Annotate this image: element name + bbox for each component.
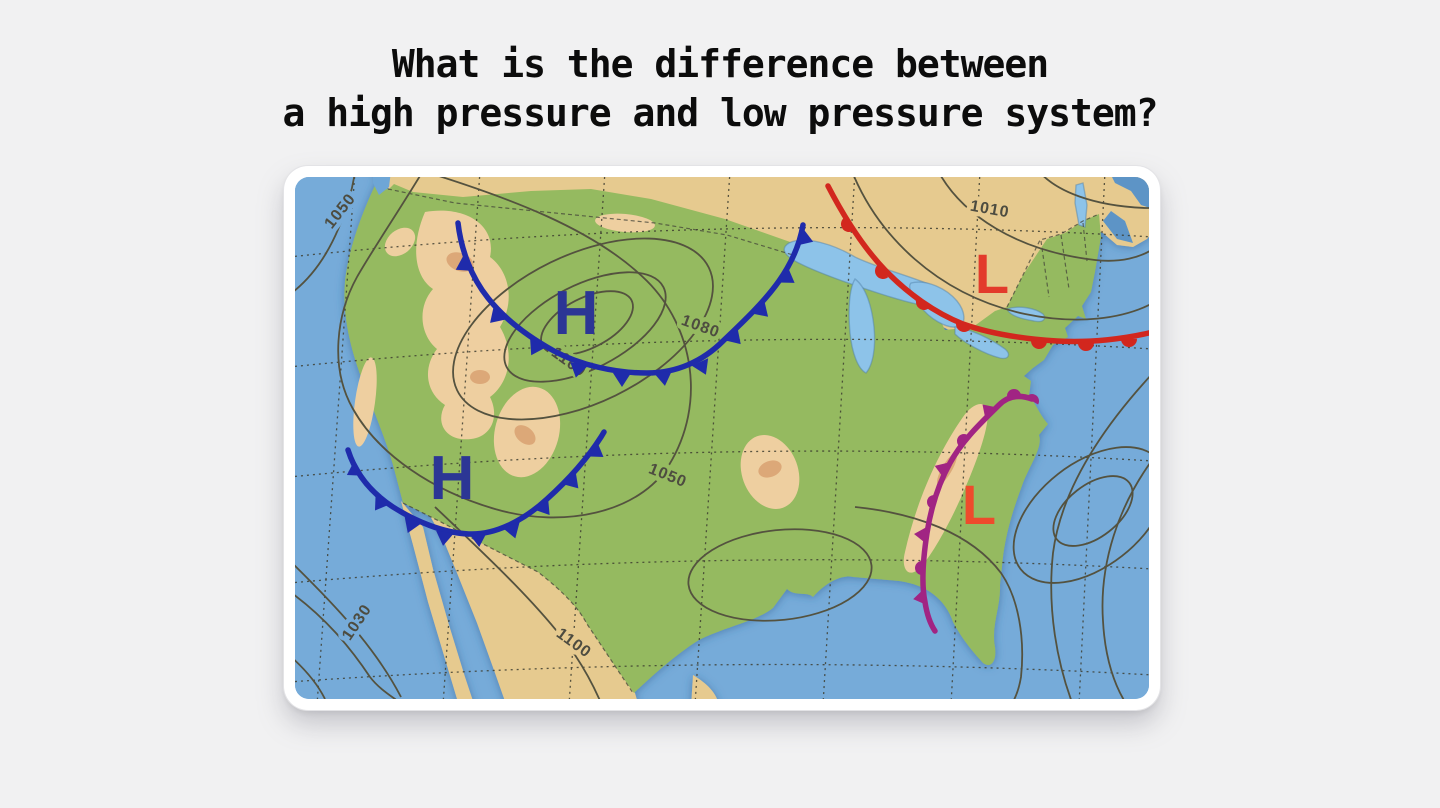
page-title: What is the difference between a high pr… — [0, 40, 1440, 138]
occluded-front — [913, 389, 1039, 634]
occluded-front-symbols — [913, 389, 1039, 605]
land-baja — [401, 501, 473, 699]
low-pressure-symbol-northeast: L — [975, 242, 1009, 305]
high-pressure-symbol-southwest: H — [430, 444, 475, 513]
warm-front — [825, 183, 1149, 351]
title-line-2: a high pressure and low pressure system? — [282, 91, 1158, 135]
weather-map-card: 1050 1080 1100 1010 1050 1030 1100 — [284, 166, 1160, 710]
country-borders — [387, 188, 1100, 694]
cold-front-southwest — [345, 429, 607, 547]
cold-front-north-barbs — [455, 228, 814, 387]
high-pressure-symbol-north: H — [554, 279, 599, 348]
graticule — [295, 177, 1149, 699]
weather-map-viewport: 1050 1080 1100 1010 1050 1030 1100 — [295, 177, 1149, 699]
gulf-st-lawrence-inlet — [1112, 177, 1149, 208]
cold-front-north — [455, 220, 814, 387]
cold-front-southwest-barbs — [346, 441, 604, 547]
land-mexico — [425, 507, 637, 699]
lake-champlain — [1074, 182, 1088, 228]
pressure-symbols: H H L L — [430, 242, 1010, 536]
title-line-1: What is the difference between — [391, 42, 1049, 86]
warm-front-semicircles — [841, 217, 1137, 351]
lake-erie — [954, 326, 1010, 360]
low-pressure-symbol-southeast: L — [962, 473, 996, 536]
puget-sound-inlet — [373, 177, 391, 195]
weather-map: 1050 1080 1100 1010 1050 1030 1100 — [295, 177, 1149, 699]
land-mexico-east — [691, 675, 717, 699]
lake-michigan — [848, 277, 876, 374]
bay-of-fundy-inlet — [1103, 211, 1133, 243]
isobars — [295, 177, 1149, 699]
